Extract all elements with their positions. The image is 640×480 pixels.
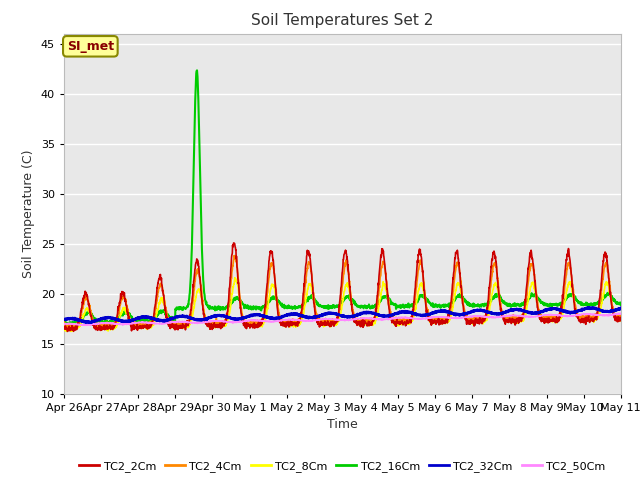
Legend: TC2_2Cm, TC2_4Cm, TC2_8Cm, TC2_16Cm, TC2_32Cm, TC2_50Cm: TC2_2Cm, TC2_4Cm, TC2_8Cm, TC2_16Cm, TC2… [75, 457, 610, 477]
Y-axis label: Soil Temperature (C): Soil Temperature (C) [22, 149, 35, 278]
Text: SI_met: SI_met [67, 40, 114, 53]
X-axis label: Time: Time [327, 418, 358, 431]
Title: Soil Temperatures Set 2: Soil Temperatures Set 2 [252, 13, 433, 28]
